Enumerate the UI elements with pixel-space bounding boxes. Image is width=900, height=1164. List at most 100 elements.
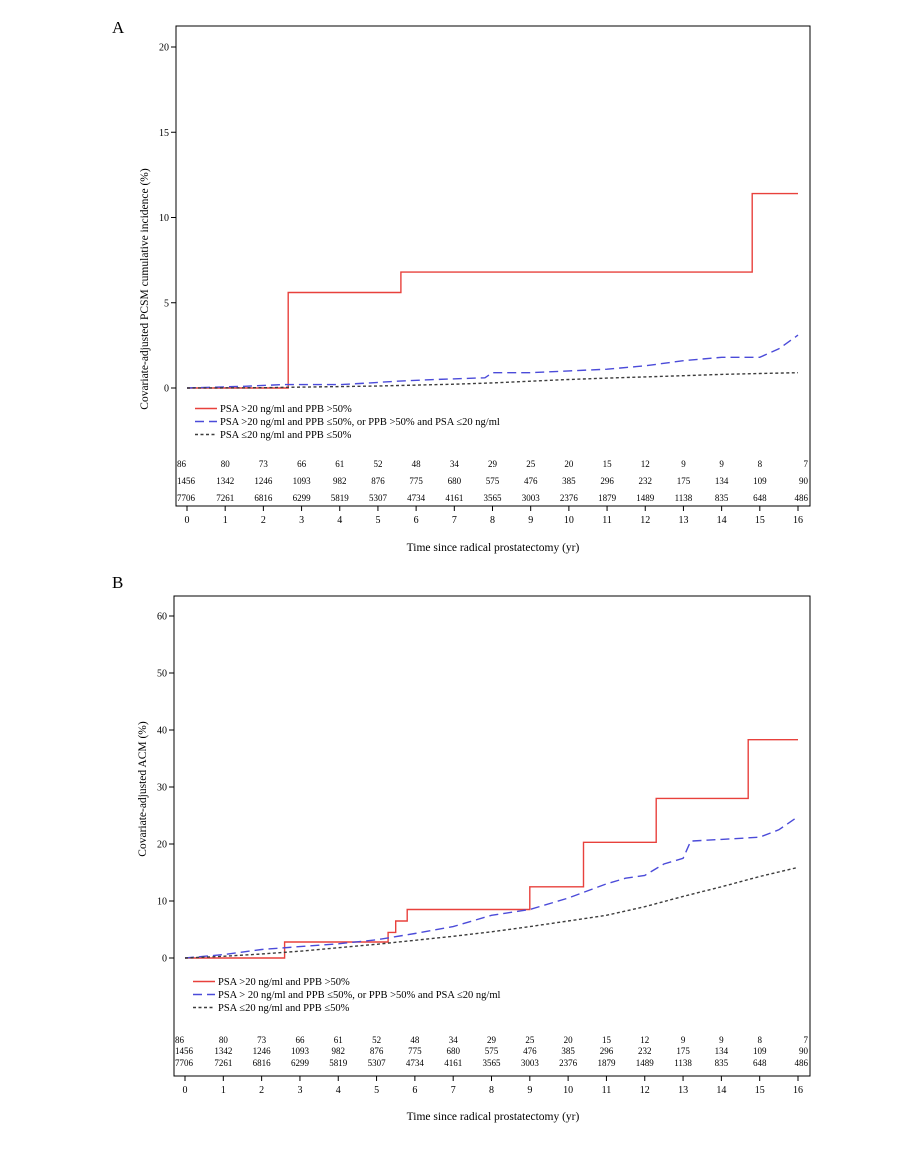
risk-table-cell: 73 — [257, 1035, 267, 1045]
panel-a-label: A — [112, 18, 125, 37]
risk-table-cell: 486 — [795, 1058, 809, 1068]
legend-entry-2: PSA >20 ng/ml and PPB ≤50%, or PPB >50% … — [220, 417, 500, 428]
x-tick-label: 10 — [563, 1085, 573, 1096]
risk-table-cell: 775 — [408, 1046, 422, 1056]
y-tick-label: 5 — [164, 298, 169, 309]
panel-b-y-ticks: 0 10 20 30 40 50 60 — [157, 612, 174, 965]
risk-table-cell: 9 — [719, 459, 724, 469]
x-tick-label: 7 — [452, 515, 457, 526]
panel-b-x-axis-label: Time since radical prostatectomy (yr) — [407, 1111, 580, 1123]
x-tick-label: 1 — [221, 1085, 226, 1096]
risk-table-cell: 680 — [448, 476, 462, 486]
y-tick-label: 50 — [157, 669, 167, 680]
risk-table-cell: 648 — [753, 493, 767, 503]
risk-table-cell: 6816 — [253, 1058, 272, 1068]
x-tick-label: 8 — [490, 515, 495, 526]
risk-table-cell: 3565 — [484, 493, 503, 503]
risk-table-cell: 134 — [715, 476, 729, 486]
risk-table-cell: 476 — [523, 1046, 537, 1056]
risk-table-cell: 5307 — [368, 1058, 387, 1068]
panel-a-y-ticks: 0 5 10 15 20 — [159, 43, 176, 395]
x-tick-label: 3 — [299, 515, 304, 526]
series-line-2 — [186, 334, 799, 389]
risk-table-cell: 876 — [370, 1046, 384, 1056]
risk-table-cell: 109 — [753, 476, 767, 486]
x-tick-label: 8 — [489, 1085, 494, 1096]
risk-table-cell: 90 — [799, 1046, 809, 1056]
risk-table-cell: 232 — [639, 476, 653, 486]
risk-table-cell: 1489 — [636, 493, 655, 503]
risk-table-cell: 20 — [564, 1035, 574, 1045]
legend-entry-2: PSA > 20 ng/ml and PPB ≤50%, or PPB >50%… — [218, 990, 500, 1001]
risk-table-cell: 66 — [295, 1035, 305, 1045]
panel-b-y-axis-label: Covariate-adjusted ACM (%) — [137, 721, 149, 857]
risk-table-cell: 86 — [175, 1035, 185, 1045]
risk-table-cell: 25 — [526, 459, 536, 469]
y-tick-label: 40 — [157, 726, 167, 737]
risk-table-cell: 80 — [219, 1035, 229, 1045]
x-tick-label: 1 — [223, 515, 228, 526]
x-tick-label: 11 — [602, 515, 612, 526]
risk-table-cell: 486 — [795, 493, 809, 503]
risk-table-cell: 20 — [564, 459, 574, 469]
risk-table-cell: 7 — [804, 459, 809, 469]
series-line-2 — [184, 816, 799, 959]
risk-table-cell: 575 — [486, 476, 500, 486]
risk-table-cell: 1456 — [177, 476, 196, 486]
x-tick-label: 15 — [755, 515, 765, 526]
panel-a-legend: PSA >20 ng/ml and PPB >50% PSA >20 ng/ml … — [195, 404, 500, 441]
risk-table-cell: 835 — [715, 493, 729, 503]
x-tick-label: 10 — [564, 515, 574, 526]
series-line-3 — [184, 866, 799, 959]
x-tick-label: 5 — [374, 1085, 379, 1096]
risk-table-cell: 90 — [799, 476, 809, 486]
risk-table-cell: 9 — [719, 1035, 724, 1045]
risk-table-cell: 982 — [333, 476, 347, 486]
x-tick-label: 15 — [755, 1085, 765, 1096]
panel-b-label: B — [112, 573, 123, 592]
risk-table-cell: 4161 — [444, 1058, 462, 1068]
risk-table-cell: 7706 — [177, 493, 196, 503]
legend-entry-3: PSA ≤20 ng/ml and PPB ≤50% — [218, 1003, 350, 1014]
risk-table-cell: 1342 — [216, 476, 234, 486]
x-tick-label: 9 — [527, 1085, 532, 1096]
x-tick-label: 5 — [375, 515, 380, 526]
risk-table-cell: 73 — [259, 459, 269, 469]
y-tick-label: 0 — [164, 384, 169, 395]
risk-table-cell: 3565 — [483, 1058, 502, 1068]
risk-table-cell: 86 — [177, 459, 187, 469]
risk-table-cell: 7261 — [216, 493, 234, 503]
risk-table-cell: 109 — [753, 1046, 767, 1056]
panel-a-series-group — [186, 192, 799, 389]
x-tick-label: 16 — [793, 515, 803, 526]
x-tick-label: 3 — [297, 1085, 302, 1096]
risk-table-cell: 29 — [487, 1035, 497, 1045]
series-line-3 — [186, 372, 799, 389]
risk-table-cell: 5307 — [369, 493, 388, 503]
x-tick-label: 12 — [640, 515, 650, 526]
y-tick-label: 0 — [162, 954, 167, 965]
risk-table-cell: 34 — [450, 459, 460, 469]
risk-table-cell: 296 — [600, 476, 614, 486]
risk-table-cell: 52 — [373, 459, 382, 469]
panel-b-risk-table: 86 80 73 66 61 52 48 34 29 25 20 15 12 9 9 8 7 1456 1342 12… — [175, 1035, 809, 1068]
panel-b-series-group — [184, 739, 799, 959]
risk-table-cell: 680 — [446, 1046, 460, 1056]
legend-entry-1: PSA >20 ng/ml and PPB >50% — [220, 404, 352, 415]
risk-table-cell: 1093 — [293, 476, 312, 486]
x-tick-label: 0 — [185, 515, 190, 526]
risk-table-cell: 1879 — [597, 1058, 616, 1068]
x-tick-label: 2 — [261, 515, 266, 526]
x-tick-label: 9 — [528, 515, 533, 526]
risk-table-cell: 6299 — [293, 493, 312, 503]
risk-table-cell: 7706 — [175, 1058, 194, 1068]
risk-table-cell: 9 — [681, 1035, 686, 1045]
risk-table-cell: 5819 — [331, 493, 350, 503]
y-tick-label: 10 — [157, 897, 167, 908]
risk-table-cell: 1489 — [636, 1058, 655, 1068]
risk-table-cell: 4161 — [445, 493, 463, 503]
x-tick-label: 12 — [640, 1085, 650, 1096]
risk-table-cell: 29 — [488, 459, 498, 469]
risk-table-cell: 61 — [335, 459, 344, 469]
risk-table-cell: 1246 — [253, 1046, 272, 1056]
